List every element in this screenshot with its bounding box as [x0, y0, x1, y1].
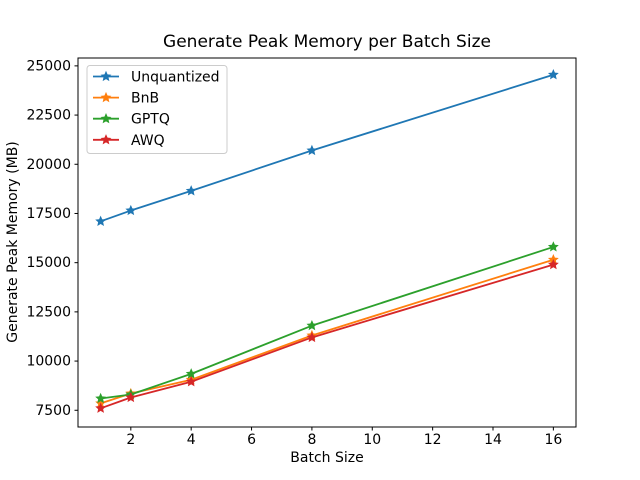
y-tick-label: 20000	[26, 157, 71, 173]
x-tick-label: 16	[544, 432, 562, 448]
data-point-marker-gptq	[547, 241, 559, 252]
plot-area: 2 4 6 8 10 12 14 16 7500 10000 12500 15000 17500 2000…	[26, 57, 577, 448]
legend-star-marker-bnb	[100, 91, 112, 103]
y-tick-label: 15000	[26, 255, 71, 271]
legend-star-marker-unquantized	[100, 70, 112, 82]
axes-spines	[77, 57, 577, 428]
data-point-marker-awq	[547, 258, 559, 270]
chart-title: Generate Peak Memory per Batch Size	[163, 32, 491, 52]
legend: Unquantized BnB GPTQ AWQ	[86, 65, 228, 154]
legend-item-label-gptq: GPTQ	[131, 112, 170, 128]
x-tick-label: 2	[126, 432, 135, 448]
data-point-marker-gptq	[306, 319, 318, 331]
y-tick-label: 12500	[26, 304, 71, 320]
data-point-marker-unquantized	[125, 204, 137, 216]
data-point-marker-awq	[185, 376, 197, 387]
legend-star-marker-gptq	[100, 113, 112, 124]
y-axis-label: Generate Peak Memory (MB)	[5, 141, 21, 343]
series-line-awq	[99, 263, 555, 410]
x-tick-label: 10	[363, 432, 381, 448]
x-tick-label: 12	[424, 432, 442, 448]
data-point-marker-gptq	[95, 392, 107, 404]
x-axis-label: Batch Size	[290, 450, 363, 466]
y-tick-label: 10000	[26, 354, 71, 370]
data-point-marker-awq	[306, 331, 318, 343]
legend-item-label-awq: AWQ	[131, 133, 165, 149]
x-tick-label: 14	[484, 432, 502, 448]
y-tick-label: 25000	[26, 58, 71, 74]
legend-item-label-unquantized: Unquantized	[131, 70, 220, 86]
x-tick-label: 4	[187, 432, 196, 448]
legend-star-marker-awq	[100, 134, 112, 145]
y-tick-label: 7500	[35, 403, 71, 419]
data-point-marker-unquantized	[306, 144, 318, 156]
series-line-gptq	[99, 246, 555, 400]
data-point-marker-unquantized	[95, 215, 107, 226]
y-tick-label: 17500	[26, 206, 71, 222]
x-tick-label: 8	[307, 432, 316, 448]
data-point-marker-awq	[95, 402, 107, 413]
data-point-marker-awq	[125, 391, 137, 403]
data-point-marker-gptq	[185, 368, 197, 379]
legend-item-label-bnb: BnB	[131, 91, 159, 107]
y-tick-label: 22500	[26, 108, 71, 124]
data-point-marker-unquantized	[185, 185, 197, 196]
x-tick-label: 6	[247, 432, 256, 448]
data-point-marker-unquantized	[547, 69, 559, 80]
legend-box	[86, 65, 228, 154]
